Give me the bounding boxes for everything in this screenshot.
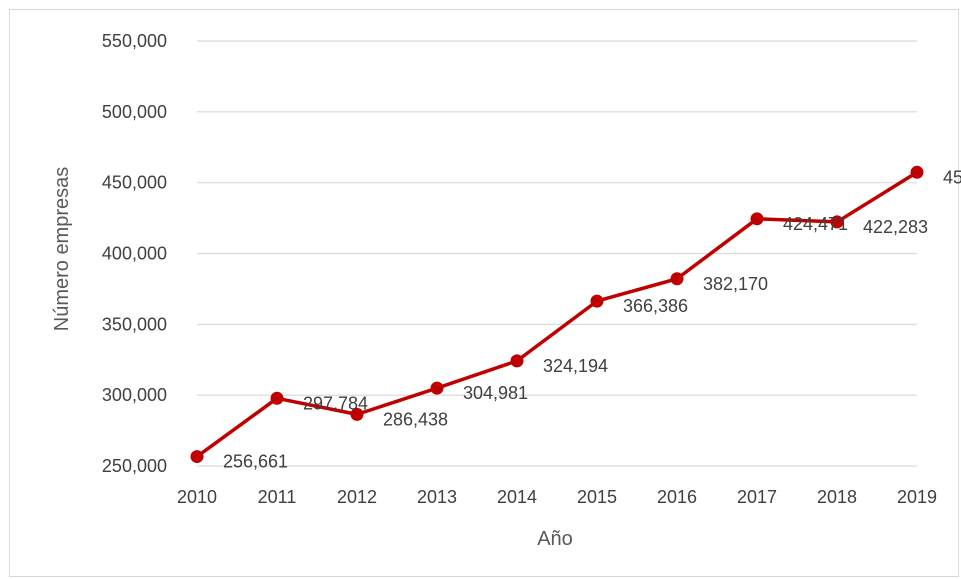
y-tick-label: 450,000 (102, 173, 167, 193)
data-point (590, 294, 604, 308)
y-tick-label: 500,000 (102, 102, 167, 122)
x-tick-label: 2010 (177, 487, 217, 507)
data-point (430, 381, 444, 395)
data-label: 382,170 (703, 274, 768, 294)
x-tick-label: 2018 (817, 487, 857, 507)
data-point (910, 165, 924, 179)
data-label: 256,661 (223, 452, 288, 472)
y-tick-label: 400,000 (102, 244, 167, 264)
data-points (190, 165, 924, 464)
x-tick-label: 2017 (737, 487, 777, 507)
y-tick-label: 300,000 (102, 385, 167, 405)
data-point (510, 354, 524, 368)
data-point (270, 391, 284, 405)
y-tick-label: 550,000 (102, 31, 167, 51)
data-point (830, 215, 844, 229)
data-point (750, 212, 764, 226)
x-tick-label: 2013 (417, 487, 457, 507)
x-tick-labels: 2010 2011 2012 2013 2014 2015 2016 2017 2018 2019 (177, 487, 937, 507)
x-tick-label: 2011 (258, 487, 297, 507)
data-label: 304,981 (463, 383, 528, 403)
data-label: 366,386 (623, 296, 688, 316)
series-line (195, 170, 918, 458)
y-axis-title: Número empresas (51, 167, 73, 332)
data-point (350, 407, 364, 421)
y-tick-label: 350,000 (102, 314, 167, 334)
gridlines (197, 40, 917, 467)
data-label: 286,438 (383, 409, 448, 429)
y-tick-label: 250,000 (102, 456, 167, 476)
x-axis-title: Año (537, 528, 573, 550)
x-tick-label: 2019 (897, 487, 937, 507)
x-tick-label: 2014 (497, 487, 537, 507)
data-label: 424,471 (783, 214, 848, 234)
data-labels: 256,661 297,784 286,438 304,981 324,194 366,3… (223, 167, 961, 471)
y-tick-labels: 250,000 300,000 350,000 400,000 450,000 500,0… (102, 31, 167, 476)
data-point (190, 450, 204, 464)
data-label: 422,283 (863, 217, 928, 237)
data-label: 324,194 (543, 356, 608, 376)
x-tick-label: 2015 (577, 487, 617, 507)
x-tick-label: 2016 (657, 487, 697, 507)
data-point (670, 272, 684, 286)
data-label: 297,784 (303, 393, 368, 413)
x-tick-label: 2012 (337, 487, 377, 507)
data-label: 457,325 (943, 167, 961, 187)
chart-frame (9, 9, 959, 577)
